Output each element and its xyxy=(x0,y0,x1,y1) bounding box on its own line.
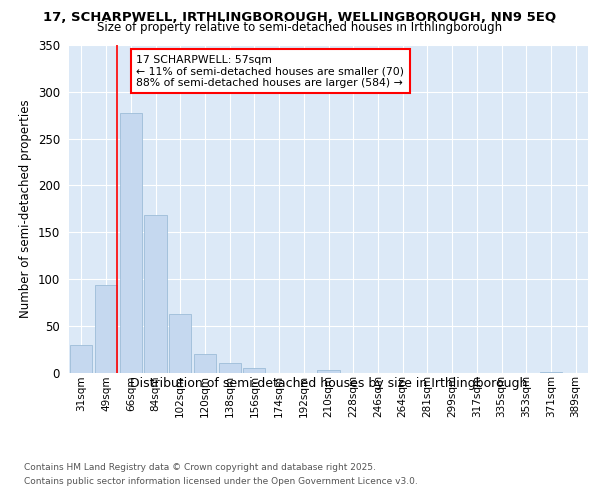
Bar xyxy=(119,114,142,372)
Text: 17 SCHARPWELL: 57sqm
← 11% of semi-detached houses are smaller (70)
88% of semi-: 17 SCHARPWELL: 57sqm ← 11% of semi-detac… xyxy=(136,55,404,88)
Bar xyxy=(218,363,241,372)
Bar xyxy=(317,370,340,372)
Bar xyxy=(95,286,117,372)
Text: 17, SCHARPWELL, IRTHLINGBOROUGH, WELLINGBOROUGH, NN9 5EQ: 17, SCHARPWELL, IRTHLINGBOROUGH, WELLING… xyxy=(43,11,557,24)
Text: Distribution of semi-detached houses by size in Irthlingborough: Distribution of semi-detached houses by … xyxy=(130,378,527,390)
Text: Size of property relative to semi-detached houses in Irthlingborough: Size of property relative to semi-detach… xyxy=(97,22,503,35)
Y-axis label: Number of semi-detached properties: Number of semi-detached properties xyxy=(19,100,32,318)
Bar xyxy=(194,354,216,372)
Bar xyxy=(70,346,92,372)
Bar xyxy=(145,216,167,372)
Bar xyxy=(169,314,191,372)
Text: Contains HM Land Registry data © Crown copyright and database right 2025.: Contains HM Land Registry data © Crown c… xyxy=(24,464,376,472)
Bar xyxy=(243,368,265,372)
Text: Contains public sector information licensed under the Open Government Licence v3: Contains public sector information licen… xyxy=(24,477,418,486)
